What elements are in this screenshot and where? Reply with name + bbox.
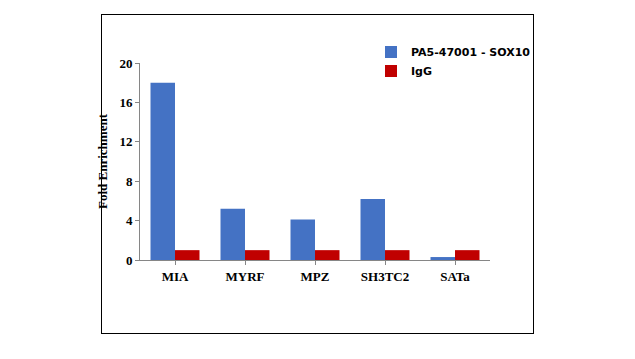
- svg-text:SATa: SATa: [440, 269, 470, 284]
- svg-text:Fold Enrichment: Fold Enrichment: [95, 113, 110, 209]
- svg-text:IgG: IgG: [411, 65, 432, 78]
- svg-text:MPZ: MPZ: [301, 269, 330, 284]
- svg-text:PA5-47001 - SOX10: PA5-47001 - SOX10: [411, 46, 530, 59]
- svg-text:16: 16: [119, 95, 133, 110]
- svg-text:20: 20: [119, 56, 132, 71]
- svg-text:8: 8: [126, 174, 133, 189]
- svg-text:4: 4: [126, 213, 133, 228]
- svg-text:SH3TC2: SH3TC2: [361, 269, 409, 284]
- svg-text:0: 0: [126, 253, 133, 268]
- svg-text:MIA: MIA: [162, 269, 189, 284]
- svg-text:MYRF: MYRF: [226, 269, 265, 284]
- svg-text:12: 12: [119, 134, 132, 149]
